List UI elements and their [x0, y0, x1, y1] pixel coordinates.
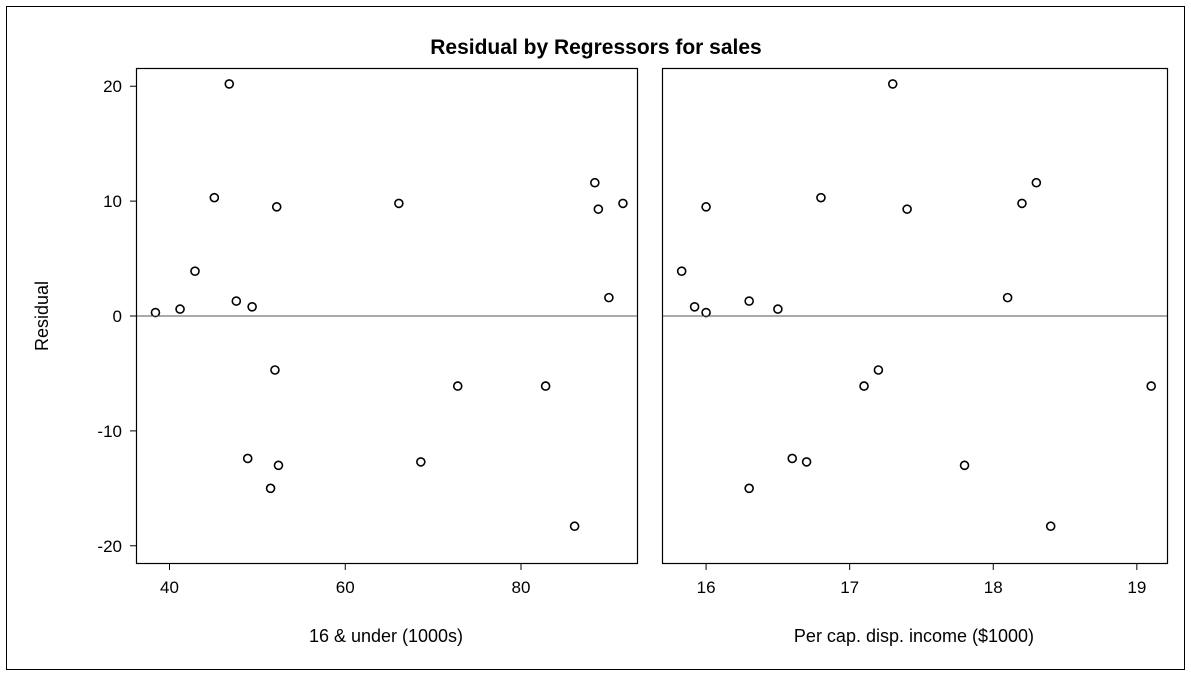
panel-right-x-axis-label: Per cap. disp. income ($1000): [794, 626, 1034, 646]
outer-frame: [7, 7, 1185, 670]
x-tick-label: 17: [840, 578, 859, 597]
y-tick-label: 10: [103, 192, 122, 211]
x-tick-label: 80: [512, 578, 531, 597]
chart-title: Residual by Regressors for sales: [430, 36, 761, 59]
y-tick-label: 0: [113, 307, 122, 326]
x-tick-label: 40: [160, 578, 179, 597]
y-tick-label: -10: [97, 422, 122, 441]
y-tick-label: 20: [103, 77, 122, 96]
x-tick-label: 19: [1127, 578, 1146, 597]
y-tick-label: -20: [97, 537, 122, 556]
panel-left-x-axis-label: 16 & under (1000s): [309, 626, 463, 646]
x-tick-label: 18: [984, 578, 1003, 597]
x-tick-label: 60: [336, 578, 355, 597]
x-tick-label: 16: [697, 578, 716, 597]
y-axis-label: Residual: [32, 281, 52, 351]
